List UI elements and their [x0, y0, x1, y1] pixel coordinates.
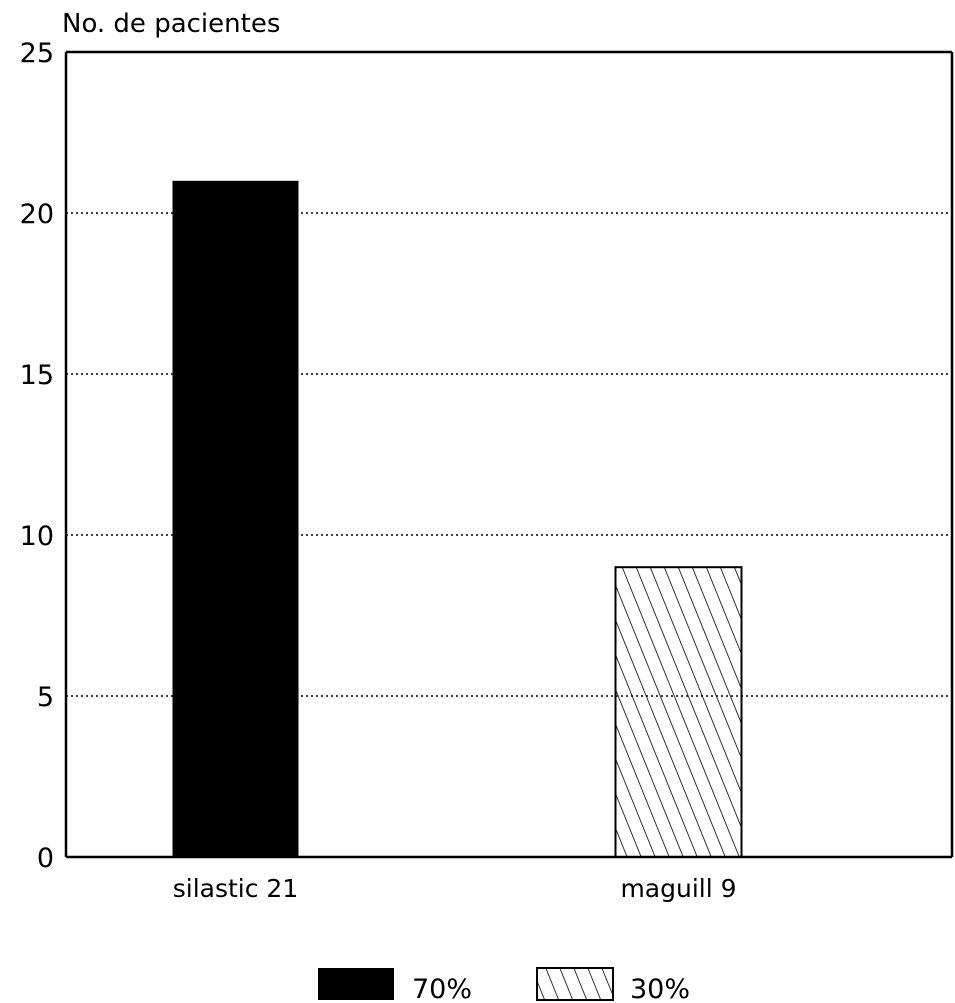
y-tick-label: 25 [20, 38, 54, 69]
legend-label-2: 30% [630, 974, 690, 1003]
y-tick-label: 10 [20, 521, 54, 552]
y-axis-label: No. de pacientes [62, 9, 280, 39]
plot-frame [64, 50, 954, 859]
legend-label-1: 70% [412, 974, 472, 1003]
x-tick-label: silastic 21 [173, 874, 299, 903]
bar [172, 180, 299, 858]
legend-swatch-solid [318, 968, 394, 1000]
y-tick-label: 0 [37, 843, 54, 874]
y-tick-label: 20 [20, 199, 54, 230]
x-tick-label: maguill 9 [620, 874, 736, 903]
legend: 70% 30% [318, 967, 690, 1003]
bars [172, 180, 743, 858]
bar [614, 566, 743, 858]
x-tick-labels: silastic 21 maguill 9 [173, 874, 737, 903]
y-tick-labels: 0 5 10 15 20 25 [20, 38, 54, 874]
y-tick-label: 5 [37, 682, 54, 713]
y-tick-label: 15 [20, 360, 54, 391]
legend-swatch-hatch [536, 967, 614, 1001]
